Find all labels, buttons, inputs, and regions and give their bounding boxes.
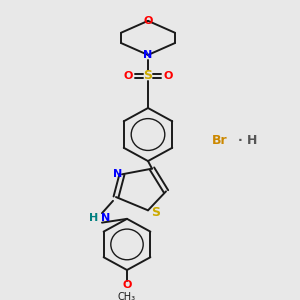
Text: N: N bbox=[143, 50, 153, 60]
Text: ·: · bbox=[238, 134, 242, 147]
Text: N: N bbox=[113, 169, 123, 179]
Text: O: O bbox=[122, 280, 132, 290]
Text: Br: Br bbox=[212, 134, 228, 147]
Text: CH₃: CH₃ bbox=[118, 292, 136, 300]
Text: O: O bbox=[123, 71, 133, 81]
Text: S: S bbox=[152, 206, 160, 219]
Text: S: S bbox=[143, 69, 152, 82]
Text: O: O bbox=[143, 16, 153, 26]
Text: O: O bbox=[163, 71, 173, 81]
Text: N: N bbox=[101, 213, 111, 223]
Text: H: H bbox=[247, 134, 257, 147]
Text: H: H bbox=[89, 213, 99, 223]
